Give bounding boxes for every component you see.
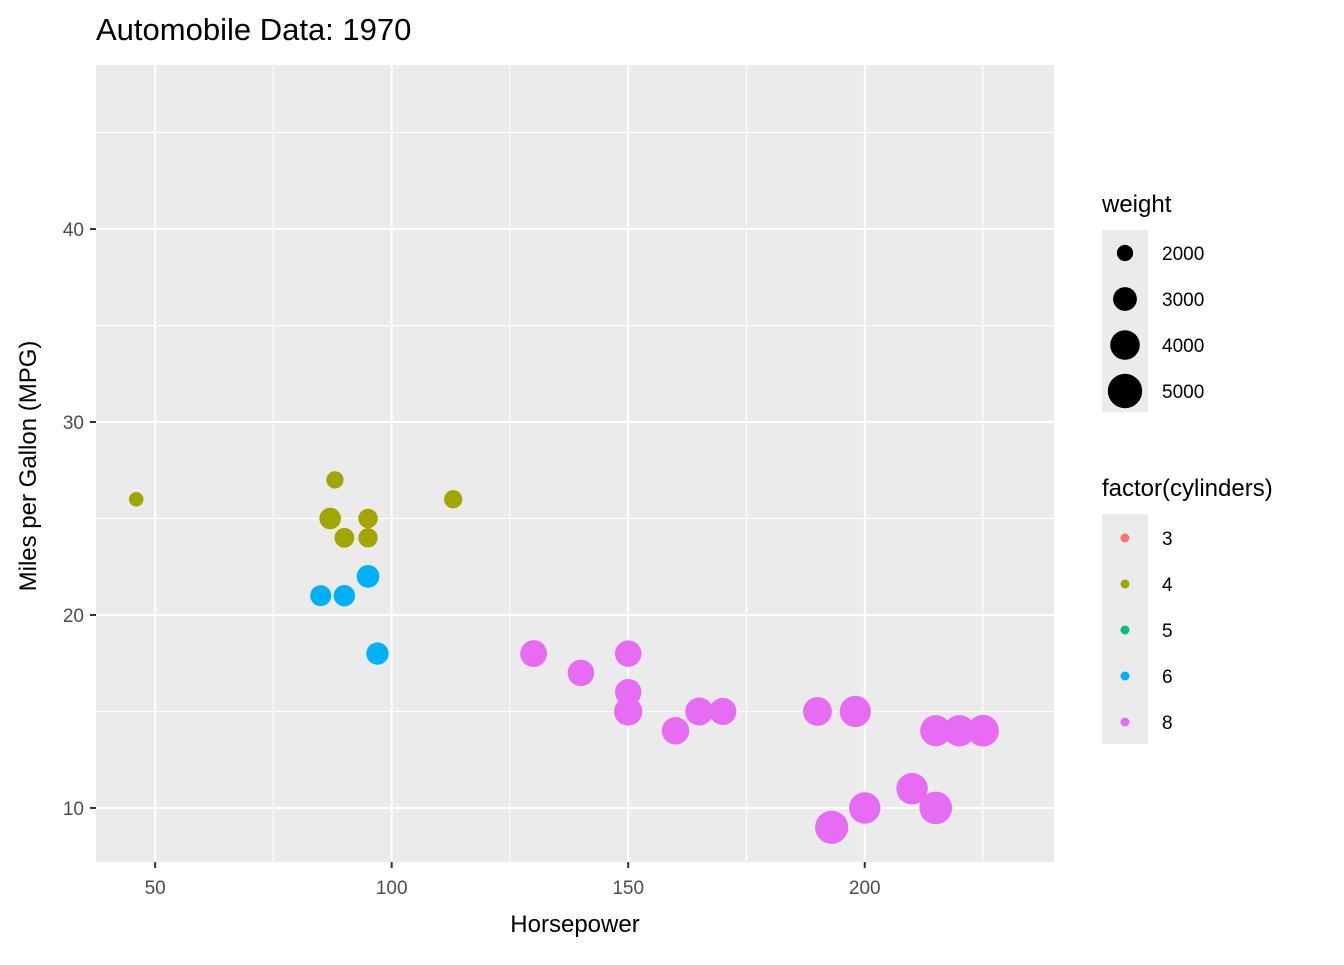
data-point [366,642,389,665]
color-legend: factor(cylinders) 3 4 5 6 8 [1102,475,1273,744]
size-legend: weight 2000 3000 4000 5000 [1101,191,1204,412]
size-legend-title: weight [1101,191,1172,218]
data-point [567,659,595,687]
data-point [919,791,953,825]
color-legend-title: factor(cylinders) [1102,475,1273,502]
color-legend-label: 6 [1162,667,1173,688]
data-point [520,640,548,668]
data-point [310,585,332,607]
data-point [839,695,871,728]
color-legend-key [1120,533,1130,543]
data-point [709,697,737,726]
y-axis: 10 20 30 40 [63,220,96,820]
data-point [128,491,144,507]
color-legend-key [1120,717,1130,727]
data-point [444,490,463,509]
size-legend-label: 3000 [1162,290,1204,311]
data-point [358,508,378,529]
y-tick-label: 30 [63,413,84,434]
data-points [128,471,999,844]
data-point [803,697,832,726]
data-point [319,507,341,530]
data-point [333,584,356,607]
data-point [661,717,690,745]
data-point [614,640,642,667]
color-legend-label: 8 [1162,713,1173,734]
y-axis-label: Miles per Gallon (MPG) [15,341,42,592]
color-legend-key [1120,579,1130,589]
data-point [967,714,999,747]
size-legend-key [1116,244,1134,262]
size-legend-label: 4000 [1162,336,1204,357]
grid-minor [96,65,1054,862]
data-point [920,715,952,747]
data-point [896,772,928,805]
data-point [356,565,380,588]
color-legend-key [1120,625,1130,635]
x-tick-label: 100 [376,878,408,899]
y-tick-label: 20 [63,606,84,627]
data-point [334,527,355,548]
data-point [943,715,976,747]
plot-panel [96,65,1054,862]
color-legend-label: 5 [1162,621,1173,642]
size-legend-key [1113,287,1137,311]
x-tick-label: 50 [145,878,166,899]
y-tick-label: 10 [63,799,84,820]
data-point [685,697,714,726]
data-point [326,471,344,489]
y-tick-label: 40 [63,220,84,241]
size-legend-label: 5000 [1162,382,1204,403]
size-legend-label: 2000 [1162,244,1204,265]
x-tick-label: 150 [612,878,644,899]
chart-title: Automobile Data: 1970 [96,12,411,47]
data-point [849,792,881,824]
x-axis: 50 100 150 200 [145,862,881,899]
data-point [614,678,642,706]
x-axis-label: Horsepower [510,911,639,938]
grid-major [96,65,1054,862]
size-legend-key [1110,330,1140,360]
data-point [815,810,849,844]
data-point [614,697,643,726]
data-point [358,528,378,548]
x-tick-label: 200 [849,878,881,899]
color-legend-label: 3 [1162,529,1173,550]
color-legend-label: 4 [1162,575,1173,596]
color-legend-key [1120,671,1130,681]
size-legend-key [1107,373,1143,409]
